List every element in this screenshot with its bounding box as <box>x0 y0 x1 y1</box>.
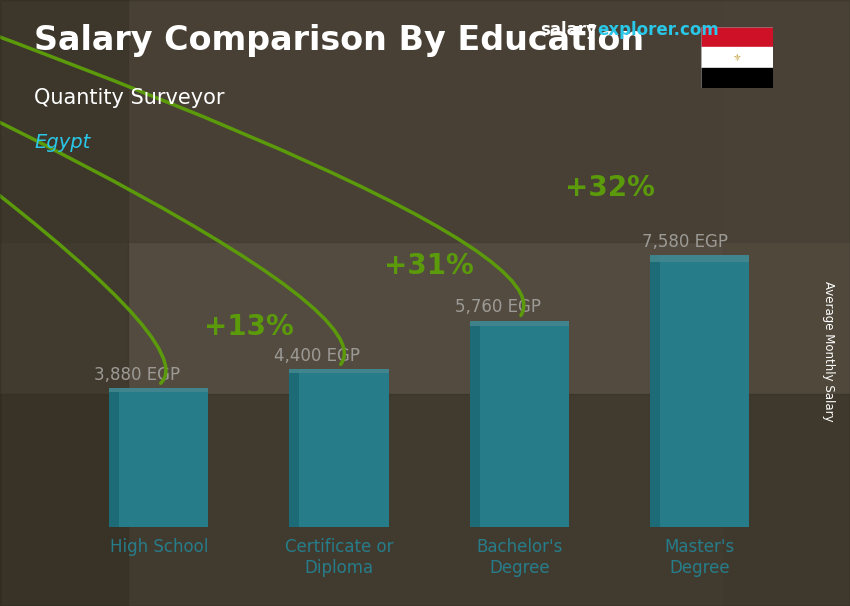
Bar <box>650 255 660 527</box>
Text: explorer.com: explorer.com <box>598 21 719 39</box>
Bar <box>701 68 774 88</box>
Text: Egypt: Egypt <box>34 133 90 152</box>
Text: 4,400 EGP: 4,400 EGP <box>275 347 360 365</box>
Text: +32%: +32% <box>564 174 654 202</box>
Bar <box>470 321 569 527</box>
Bar <box>701 27 774 47</box>
Bar <box>650 255 750 527</box>
Bar <box>109 388 208 527</box>
Bar <box>701 47 774 68</box>
Text: Salary Comparison By Education: Salary Comparison By Education <box>34 24 644 57</box>
Text: 5,760 EGP: 5,760 EGP <box>455 298 541 316</box>
Text: 7,580 EGP: 7,580 EGP <box>643 233 728 251</box>
Bar <box>109 388 119 527</box>
Text: +13%: +13% <box>204 313 294 341</box>
Text: +31%: +31% <box>384 252 474 280</box>
Text: salary: salary <box>540 21 597 39</box>
Bar <box>470 321 479 527</box>
Bar <box>470 321 569 326</box>
Bar <box>290 370 299 527</box>
Text: 3,880 EGP: 3,880 EGP <box>94 366 180 384</box>
Bar <box>290 370 388 527</box>
Bar <box>290 370 388 373</box>
Text: Quantity Surveyor: Quantity Surveyor <box>34 88 224 108</box>
Text: Average Monthly Salary: Average Monthly Salary <box>822 281 836 422</box>
Bar <box>109 388 208 391</box>
Text: ⚜: ⚜ <box>733 53 742 62</box>
Bar <box>650 255 750 262</box>
